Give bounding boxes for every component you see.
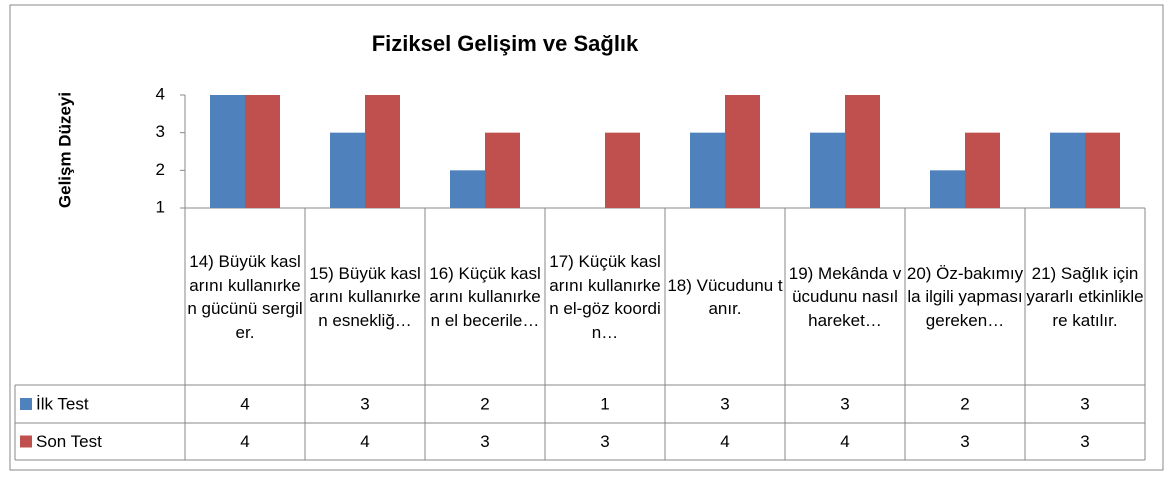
x-tick-label-text: 15) Büyük kaslarını kullanırken esnekliğ… — [309, 263, 421, 330]
x-tick-label-box: 16) Küçük kaslarını kullanırken el becer… — [426, 209, 544, 384]
bar — [605, 132, 640, 208]
y-axis-label: Gelişm Düzeyi — [55, 92, 74, 208]
table-value: 3 — [360, 394, 369, 413]
bar — [245, 95, 280, 208]
bar — [210, 95, 245, 208]
table-value: 3 — [1080, 432, 1089, 451]
x-tick-label-box: 15) Büyük kaslarını kullanırken esnekliğ… — [306, 209, 424, 384]
bar — [845, 95, 880, 208]
bar — [930, 170, 965, 208]
table-value: 3 — [1080, 394, 1089, 413]
y-tick-label: 3 — [156, 122, 165, 141]
y-tick-label: 1 — [156, 197, 165, 216]
table-value: 3 — [600, 432, 609, 451]
table-value: 4 — [720, 432, 729, 451]
legend-swatch — [20, 435, 32, 448]
x-tick-label-text: 17) Küçük kaslarını kullanırken el-göz k… — [549, 252, 661, 342]
table-value: 4 — [360, 432, 369, 451]
x-tick-label: 19) Mekânda vücudunu nasıl hareket… — [786, 209, 904, 384]
legend-swatch — [20, 398, 32, 410]
bar — [1050, 132, 1085, 208]
x-tick-label-box: 21) Sağlık için yararlı etkinliklere kat… — [1026, 209, 1144, 384]
table-value: 4 — [240, 394, 249, 413]
x-tick-label-box: 18) Vücudunu tanır. — [666, 209, 784, 384]
legend-label: Son Test — [36, 432, 102, 451]
legend-label: İlk Test — [36, 394, 89, 413]
bar — [725, 95, 760, 208]
bar — [330, 132, 365, 208]
x-tick-label-text: 20) Öz-bakımıyla ilgili yapması gereken… — [906, 263, 1024, 330]
x-tick-label: 17) Küçük kaslarını kullanırken el-göz k… — [546, 209, 664, 384]
bar — [965, 132, 1000, 208]
table-value: 3 — [720, 394, 729, 413]
x-tick-label: 15) Büyük kaslarını kullanırken esnekliğ… — [306, 209, 424, 384]
x-tick-label-text: 18) Vücudunu tanır. — [667, 275, 783, 319]
table-value: 3 — [960, 432, 969, 451]
y-tick-label: 2 — [156, 160, 165, 179]
chart-border — [9, 4, 1164, 471]
bar — [690, 132, 725, 208]
x-tick-label: 20) Öz-bakımıyla ilgili yapması gereken… — [906, 209, 1024, 384]
x-tick-label-box: 19) Mekânda vücudunu nasıl hareket… — [786, 209, 904, 384]
bar — [450, 170, 485, 208]
x-tick-label-box: 17) Küçük kaslarını kullanırken el-göz k… — [546, 209, 664, 384]
bar — [485, 132, 520, 208]
bar — [1085, 132, 1120, 208]
table-value: 1 — [600, 394, 609, 413]
bar — [810, 132, 845, 208]
x-tick-label-text: 16) Küçük kaslarını kullanırken el becer… — [429, 263, 541, 330]
x-tick-label: 18) Vücudunu tanır. — [666, 209, 784, 384]
chart-title: Fiziksel Gelişim ve Sağlık — [372, 31, 639, 56]
table-value: 3 — [840, 394, 849, 413]
y-tick-label: 4 — [156, 84, 165, 103]
table-value: 2 — [960, 394, 969, 413]
x-tick-label-text: 19) Mekânda vücudunu nasıl hareket… — [788, 263, 902, 330]
x-tick-label: 14) Büyük kaslarını kullanırken gücünü s… — [186, 209, 304, 384]
x-tick-label-text: 14) Büyük kaslarını kullanırken gücünü s… — [187, 252, 303, 342]
x-tick-label-box: 14) Büyük kaslarını kullanırken gücünü s… — [186, 209, 304, 384]
table-value: 2 — [480, 394, 489, 413]
table-value: 3 — [480, 432, 489, 451]
x-tick-label-text: 21) Sağlık için yararlı etkinliklere kat… — [1026, 263, 1144, 330]
x-tick-label: 16) Küçük kaslarını kullanırken el becer… — [426, 209, 544, 384]
x-tick-label-box: 20) Öz-bakımıyla ilgili yapması gereken… — [906, 209, 1024, 384]
bar — [365, 95, 400, 208]
table-value: 4 — [240, 432, 249, 451]
x-tick-label: 21) Sağlık için yararlı etkinliklere kat… — [1026, 209, 1144, 384]
table-value: 4 — [840, 432, 849, 451]
